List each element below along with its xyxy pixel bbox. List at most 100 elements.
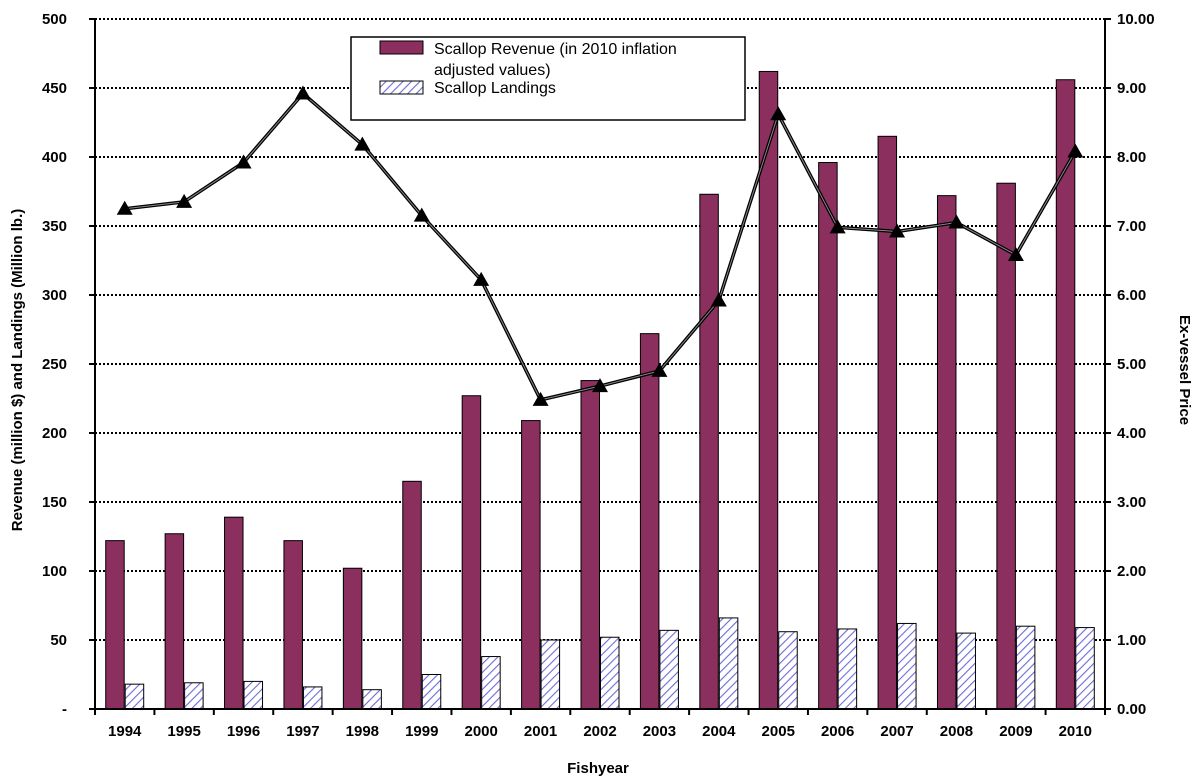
landings-bar xyxy=(184,682,204,710)
x-tick-label: 2005 xyxy=(762,723,795,740)
legend-swatch-revenue xyxy=(379,40,424,55)
legend: Scallop Revenue (in 2010 inflation adjus… xyxy=(350,36,746,121)
legend-label-revenue-line1: Scallop Revenue (in 2010 inflation xyxy=(434,41,677,58)
x-tick-label: 2008 xyxy=(940,723,973,740)
price-point xyxy=(116,200,133,215)
landings-bar xyxy=(481,656,501,710)
price-point xyxy=(710,292,727,307)
revenue-bar xyxy=(224,516,244,710)
x-tick-label: 2007 xyxy=(880,723,913,740)
price-line xyxy=(116,85,1084,406)
left-tick-label: 150 xyxy=(42,494,67,511)
revenue-bar xyxy=(105,540,125,710)
bars xyxy=(105,70,1095,710)
price-point xyxy=(651,362,668,377)
price-point xyxy=(354,136,371,151)
x-tick-label: 2002 xyxy=(583,723,616,740)
x-tick-label: 2010 xyxy=(1059,723,1092,740)
revenue-bar xyxy=(402,480,422,710)
landings-bar xyxy=(124,683,145,710)
price-point xyxy=(889,223,906,238)
landings-bar xyxy=(1075,627,1095,710)
landings-bar xyxy=(956,632,976,710)
right-tick-label: 4.00 xyxy=(1117,425,1146,442)
left-axis-title: Revenue (million $) and Landings (Millio… xyxy=(9,209,26,532)
x-tick-label: 2001 xyxy=(524,723,557,740)
x-tick-label: 2003 xyxy=(643,723,676,740)
left-tick-label: 250 xyxy=(42,356,67,373)
price-point xyxy=(473,271,490,286)
revenue-bar xyxy=(283,540,303,710)
left-tick-label: 450 xyxy=(42,80,67,97)
x-tick-label: 1998 xyxy=(346,723,379,740)
right-tick-label: 1.00 xyxy=(1117,632,1146,649)
landings-bar xyxy=(600,636,620,710)
revenue-bar xyxy=(461,395,482,710)
landings-bar xyxy=(302,686,323,710)
x-tick-label: 1997 xyxy=(286,723,319,740)
left-tick-label: - xyxy=(62,701,67,718)
revenue-bar xyxy=(580,380,600,710)
legend-label-revenue-line2: adjusted values) xyxy=(434,62,551,79)
x-tick-label: 1996 xyxy=(227,723,260,740)
price-point xyxy=(770,106,787,121)
right-axis-title: Ex-vessel Price xyxy=(1176,315,1193,425)
right-tick-label: 3.00 xyxy=(1117,494,1146,511)
right-tick-label: 5.00 xyxy=(1117,356,1146,373)
x-tick-label: 2006 xyxy=(821,723,854,740)
right-tick-label: 9.00 xyxy=(1117,80,1146,97)
price-point xyxy=(1067,143,1084,158)
price-line-highlight xyxy=(124,92,1076,401)
landings-bar xyxy=(243,680,264,710)
right-tick-label: 7.00 xyxy=(1117,218,1146,235)
landings-bar xyxy=(1015,625,1036,710)
landings-bar xyxy=(778,631,798,710)
right-tick-label: 2.00 xyxy=(1117,563,1146,580)
landings-bar xyxy=(837,628,858,710)
revenue-bar xyxy=(1055,79,1076,710)
landings-bar xyxy=(659,629,679,710)
price-point xyxy=(176,193,193,208)
legend-label-landings: Scallop Landings xyxy=(434,80,556,97)
revenue-bar xyxy=(521,420,541,710)
left-tick-label: 500 xyxy=(42,11,67,28)
x-tick-label: 1994 xyxy=(108,723,142,740)
left-tick-label: 400 xyxy=(42,149,67,166)
revenue-bar xyxy=(342,567,363,710)
x-tick-label: 1995 xyxy=(167,723,200,740)
price-point xyxy=(1007,246,1024,261)
price-point xyxy=(592,378,608,393)
x-tick-label: 2000 xyxy=(464,723,497,740)
price-point xyxy=(235,154,252,169)
revenue-bar xyxy=(936,195,957,710)
x-tick-label: 2004 xyxy=(702,723,736,740)
x-tick-label: 2009 xyxy=(999,723,1032,740)
price-point xyxy=(413,207,430,222)
x-tick-label: 1999 xyxy=(405,723,438,740)
price-point xyxy=(829,219,846,234)
right-tick-label: 0.00 xyxy=(1117,701,1146,718)
price-point xyxy=(532,391,549,406)
landings-bar xyxy=(421,674,442,710)
right-tick-label: 8.00 xyxy=(1117,149,1146,166)
legend-swatch-landings xyxy=(379,80,424,95)
left-tick-label: 50 xyxy=(50,632,67,649)
revenue-bar xyxy=(639,333,660,710)
landings-bar xyxy=(897,622,917,710)
revenue-bar xyxy=(877,135,898,710)
price-point xyxy=(948,214,965,229)
axes xyxy=(89,18,1111,715)
left-tick-label: 200 xyxy=(42,425,67,442)
tick-labels: - 50 100 150 200 250 300 350 400 450 500 0.00 1.00 2.… xyxy=(42,11,1155,740)
revenue-bar xyxy=(818,162,838,710)
right-tick-label: 6.00 xyxy=(1117,287,1146,304)
revenue-bar xyxy=(996,182,1016,710)
right-tick-label: 10.00 xyxy=(1117,11,1155,28)
landings-bar xyxy=(540,639,561,710)
left-tick-label: 300 xyxy=(42,287,67,304)
landings-bar xyxy=(718,617,739,710)
left-tick-label: 350 xyxy=(42,218,67,235)
revenue-bar xyxy=(699,193,719,710)
x-axis-title: Fishyear xyxy=(567,760,629,777)
